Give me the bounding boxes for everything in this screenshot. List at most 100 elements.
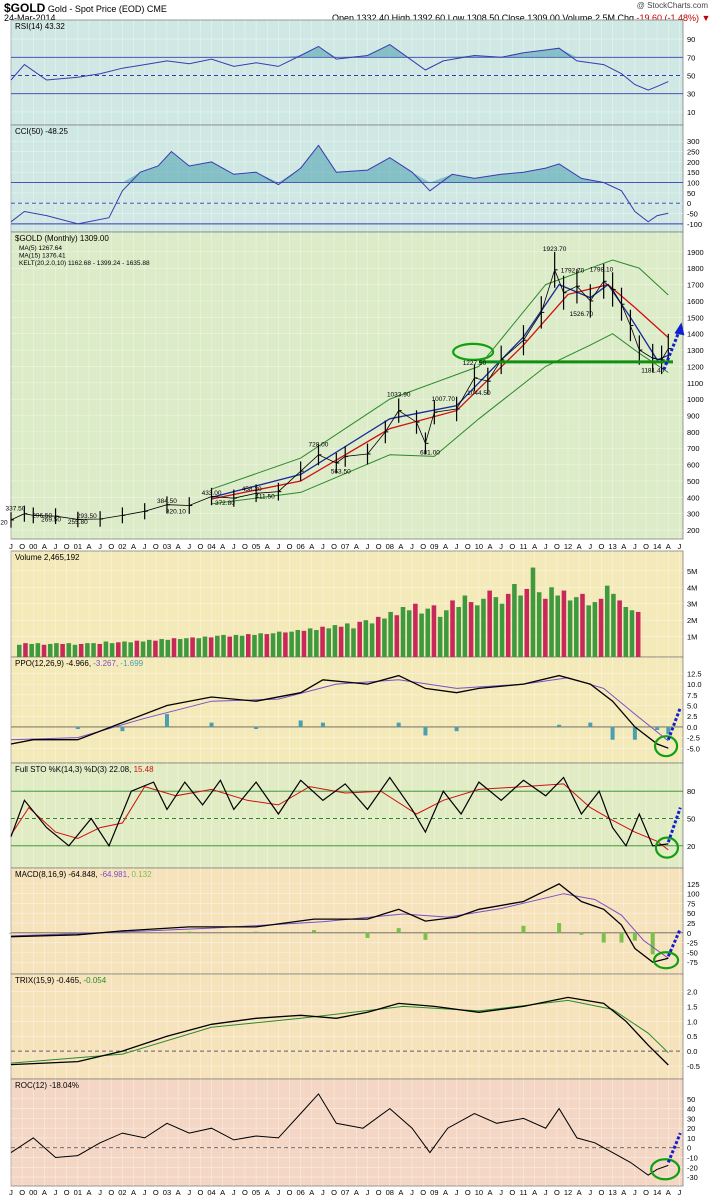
macd-tick-label: 25 xyxy=(687,919,695,928)
sto-tick-label: 20 xyxy=(687,842,695,851)
price-annotation-label: 255.80 xyxy=(68,519,88,526)
cci-tick-label: 100 xyxy=(687,179,700,188)
ppo-histogram-bar xyxy=(164,714,169,727)
price-annotation-label: 458.20 xyxy=(242,486,262,493)
rsi-tick-label: 70 xyxy=(687,53,695,62)
ppo-histogram-bar xyxy=(655,726,660,731)
x-axis-label: 13 xyxy=(608,1188,616,1197)
ppo-histogram-bar xyxy=(254,726,259,730)
x-axis-label: J xyxy=(678,542,682,551)
volume-bar xyxy=(215,635,220,657)
x-axis-label: O xyxy=(64,1188,70,1197)
macd-histogram-bar xyxy=(632,932,637,941)
x-axis-label: J xyxy=(633,542,637,551)
x-axis-label: 12 xyxy=(564,1188,572,1197)
x-axis-label: O xyxy=(287,1188,293,1197)
volume-bar xyxy=(332,625,338,657)
volume-bar xyxy=(530,567,536,657)
price-tick-label: 400 xyxy=(687,493,700,502)
volume-label: Volume xyxy=(562,13,593,23)
roc-tick-label: 50 xyxy=(687,1095,695,1104)
trix-tick-label: 1.0 xyxy=(687,1017,697,1026)
trix-tick-label: 0.0 xyxy=(687,1047,697,1056)
trix-tick-label: 1.5 xyxy=(687,1002,697,1011)
volume-bar xyxy=(283,632,288,657)
roc-tick-label: -10 xyxy=(687,1154,698,1163)
x-axis-label: J xyxy=(98,542,102,551)
x-axis-label: A xyxy=(220,542,225,551)
x-axis-label: J xyxy=(54,542,58,551)
x-axis-label: J xyxy=(276,1188,280,1197)
volume-bar xyxy=(406,610,412,657)
x-axis-label: O xyxy=(197,542,203,551)
x-axis-label: 14 xyxy=(653,1188,661,1197)
price-annotation-label: 384.50 xyxy=(157,498,177,505)
x-axis-label: O xyxy=(420,1188,426,1197)
price-tick-label: 900 xyxy=(687,412,700,421)
volume-bar xyxy=(184,638,189,657)
price-annotation-label: 1181.40 xyxy=(641,367,664,374)
price-annotation-label: 1798.10 xyxy=(590,267,614,274)
volume-bar xyxy=(574,597,579,657)
volume-bar xyxy=(468,602,474,657)
volume-bar xyxy=(326,628,332,657)
cci-line xyxy=(10,144,669,225)
rsi-tick-label: 10 xyxy=(687,108,695,117)
x-axis-label: 11 xyxy=(520,542,528,551)
volume-bar xyxy=(456,607,461,657)
x-axis-label: J xyxy=(232,542,236,551)
macd-histogram-bar xyxy=(312,930,317,933)
price-tick-label: 200 xyxy=(687,526,700,535)
volume-bar xyxy=(474,605,480,657)
macd-tick-label: 50 xyxy=(687,909,695,918)
x-axis-label: J xyxy=(143,542,147,551)
volume-bar xyxy=(499,603,505,657)
x-axis-label: J xyxy=(366,542,370,551)
ppo-tick-label: 10.0 xyxy=(687,680,702,689)
volume-bar xyxy=(134,640,140,657)
roc-tick-label: 20 xyxy=(687,1124,695,1133)
macd-signal-line xyxy=(10,893,669,959)
x-axis-label: J xyxy=(588,542,592,551)
x-axis-label: A xyxy=(354,1188,359,1197)
low-label: Low xyxy=(447,13,465,23)
price-annotation-label: 337.50 xyxy=(6,506,26,513)
volume-bar xyxy=(493,597,499,657)
volume-bar xyxy=(85,643,90,657)
ppo-histogram-bar xyxy=(209,722,214,727)
volume-bar xyxy=(505,593,511,657)
price-annotation-label: 1007.70 xyxy=(432,396,456,403)
volume-bar xyxy=(431,605,437,657)
cci-tick-label: 250 xyxy=(687,148,700,157)
sto-d-line xyxy=(10,783,669,851)
x-axis-label: A xyxy=(443,1188,448,1197)
close-label: Close xyxy=(501,13,525,23)
sto-title: Full STO %K(14,3) %D(3) 22.08, 15.48 xyxy=(15,765,154,774)
x-axis-label: J xyxy=(9,1188,13,1197)
price-annotation-label: 320.10 xyxy=(166,508,186,515)
ppo-line xyxy=(10,674,669,749)
trix-title: TRIX(15,9) -0.465, -0.054 xyxy=(15,976,107,985)
cci-tick-label: -50 xyxy=(687,210,698,219)
x-axis-label: A xyxy=(309,1188,314,1197)
ma5-line xyxy=(211,283,669,499)
macd-line xyxy=(10,883,669,963)
x-axis-label: J xyxy=(187,1188,191,1197)
x-axis-label: J xyxy=(9,542,13,551)
ppo-histogram-bar xyxy=(610,726,615,740)
volume-tick-label: 3M xyxy=(687,600,697,609)
x-axis-label: 05 xyxy=(252,1188,260,1197)
macd-histogram-bar xyxy=(650,932,655,955)
volume-bar xyxy=(320,626,325,657)
volume-bar xyxy=(549,587,554,657)
macd-circle xyxy=(652,951,680,970)
macd-tick-label: -25 xyxy=(687,939,698,948)
x-axis-label: O xyxy=(331,1188,337,1197)
volume-bar xyxy=(91,643,96,657)
x-axis-label: A xyxy=(354,542,359,551)
volume-bar xyxy=(239,635,245,657)
roc-line xyxy=(10,1093,669,1176)
x-axis-label: 07 xyxy=(341,542,349,551)
cci-tick-label: 50 xyxy=(687,189,695,198)
x-axis-label: J xyxy=(455,542,459,551)
